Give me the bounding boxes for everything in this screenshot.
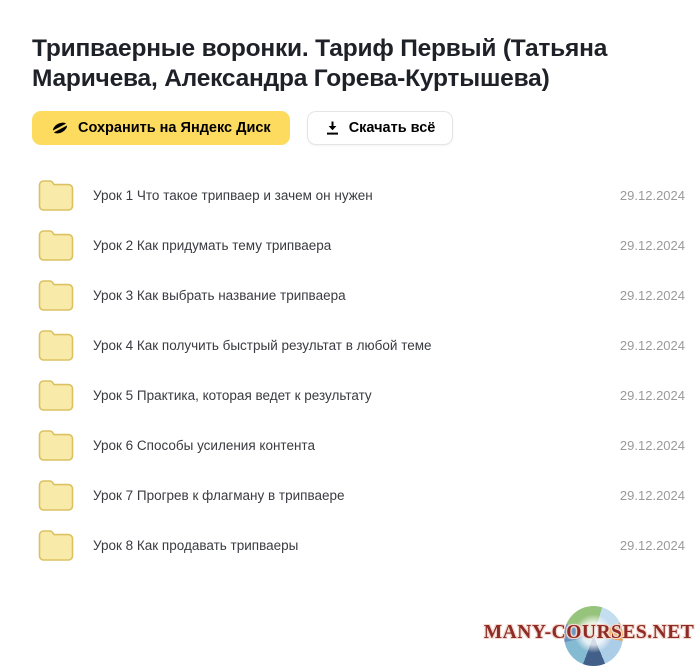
folder-icon xyxy=(37,177,75,213)
folder-icon xyxy=(37,327,75,363)
folder-name[interactable]: Урок 8 Как продавать трипваеры xyxy=(93,537,299,553)
yandex-disk-icon xyxy=(51,119,69,137)
folder-name[interactable]: Урок 6 Способы усиления контента xyxy=(93,437,315,453)
folder-name[interactable]: Урок 4 Как получить быстрый результат в … xyxy=(93,337,432,353)
page-title: Трипваерные воронки. Тариф Первый (Татья… xyxy=(32,35,608,92)
folder-date: 29.12.2024 xyxy=(619,187,685,203)
folder-row-2[interactable]: Урок 2 Как придумать тему трипваера 29.1… xyxy=(0,220,700,270)
folder-row-7[interactable]: Урок 7 Прогрев к флагману в трипваере 29… xyxy=(0,470,700,520)
folder-icon xyxy=(37,477,75,513)
folder-name[interactable]: Урок 2 Как придумать тему трипваера xyxy=(93,237,332,253)
download-all-button[interactable]: Скачать всё xyxy=(306,111,454,145)
folder-name[interactable]: Урок 1 Что такое трипваер и зачем он нуж… xyxy=(93,187,373,203)
folder-icon xyxy=(37,227,75,263)
folder-icon xyxy=(37,527,75,563)
folder-row-3[interactable]: Урок 3 Как выбрать название трипваера 29… xyxy=(0,270,700,320)
folder-name[interactable]: Урок 3 Как выбрать название трипваера xyxy=(93,287,346,303)
folder-icon xyxy=(37,377,75,413)
globe-logo-icon xyxy=(564,606,623,666)
folder-date: 29.12.2024 xyxy=(619,537,685,553)
file-list: Урок 1 Что такое трипваер и зачем он нуж… xyxy=(0,170,700,570)
folder-date: 29.12.2024 xyxy=(619,387,685,403)
folder-name[interactable]: Урок 7 Прогрев к флагману в трипваере xyxy=(93,487,345,503)
download-button-label: Скачать всё xyxy=(348,120,436,136)
folder-date: 29.12.2024 xyxy=(619,437,685,453)
folder-icon xyxy=(37,277,75,313)
action-bar: Сохранить на Яндекс Диск Скачать всё xyxy=(32,111,700,145)
folder-icon xyxy=(37,427,75,463)
folder-row-8[interactable]: Урок 8 Как продавать трипваеры 29.12.202… xyxy=(0,520,700,570)
folder-row-5[interactable]: Урок 5 Практика, которая ведет к результ… xyxy=(0,370,700,420)
folder-date: 29.12.2024 xyxy=(619,287,685,303)
folder-row-4[interactable]: Урок 4 Как получить быстрый результат в … xyxy=(0,320,700,370)
folder-date: 29.12.2024 xyxy=(619,487,685,503)
folder-row-1[interactable]: Урок 1 Что такое трипваер и зачем он нуж… xyxy=(0,170,700,220)
save-button-label: Сохранить на Яндекс Диск xyxy=(78,120,271,136)
folder-name[interactable]: Урок 5 Практика, которая ведет к результ… xyxy=(93,387,372,403)
folder-date: 29.12.2024 xyxy=(619,237,685,253)
save-to-yandex-disk-button[interactable]: Сохранить на Яндекс Диск xyxy=(32,111,290,145)
download-icon xyxy=(325,120,340,136)
watermark-text: MANY-COURSES.NET xyxy=(483,622,695,643)
folder-date: 29.12.2024 xyxy=(619,337,685,353)
folder-row-6[interactable]: Урок 6 Способы усиления контента 29.12.2… xyxy=(0,420,700,470)
